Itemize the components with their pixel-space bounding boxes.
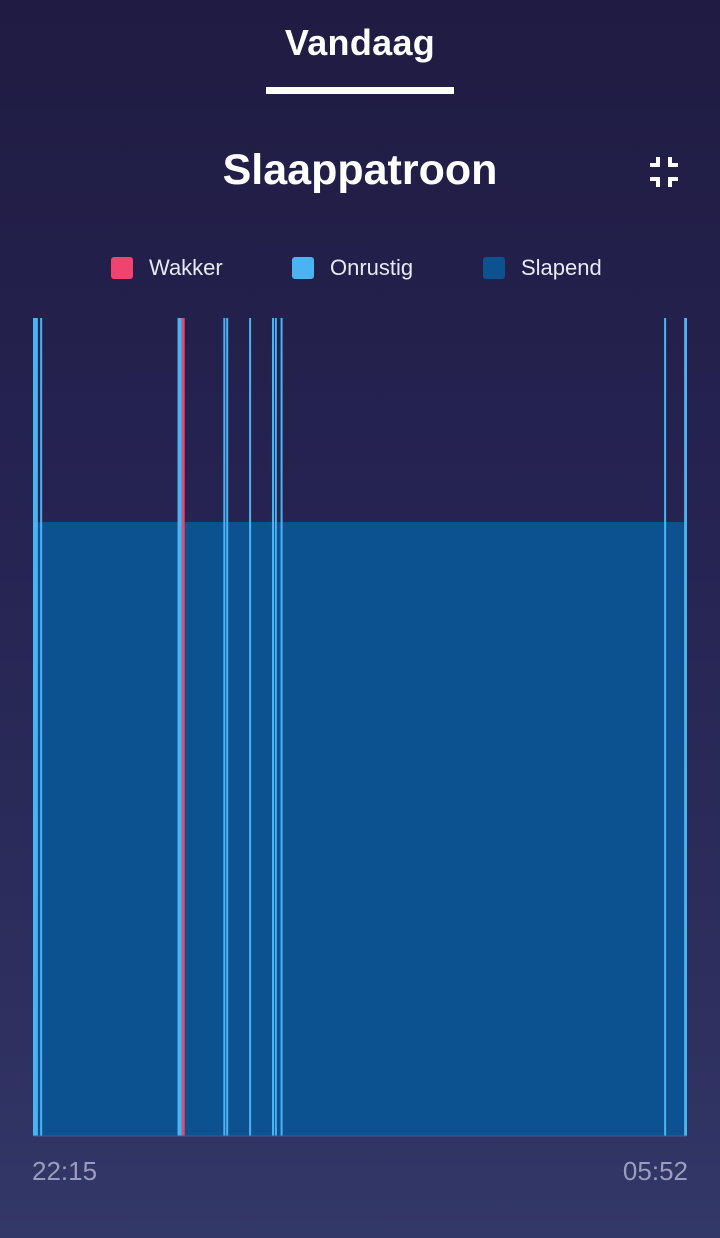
segment-onrustig-3 xyxy=(40,318,43,1136)
segment-onrustig-8 xyxy=(249,318,252,1136)
legend-item-onrustig: Onrustig xyxy=(292,252,413,284)
segment-onrustig-4 xyxy=(177,318,182,1136)
sleep-pattern-chart xyxy=(33,318,687,1137)
segment-onrustig-1 xyxy=(34,318,37,1136)
legend-item-wakker: Wakker xyxy=(111,252,223,284)
segment-onrustig-0 xyxy=(33,318,35,1136)
segment-onrustig-12 xyxy=(664,318,667,1136)
sleep-area xyxy=(33,522,687,1136)
segment-onrustig-10 xyxy=(274,318,277,1136)
segment-onrustig-13 xyxy=(684,318,687,1136)
tab-today[interactable]: Vandaag xyxy=(284,22,436,63)
segment-onrustig-11 xyxy=(280,318,283,1136)
legend-swatch-wakker xyxy=(111,257,133,279)
legend-item-slapend: Slapend xyxy=(483,252,602,284)
tab-active-indicator xyxy=(266,87,454,94)
legend-label-slapend: Slapend xyxy=(521,255,602,280)
x-axis-start-label: 22:15 xyxy=(32,1156,98,1186)
legend-swatch-onrustig xyxy=(292,257,314,279)
segment-wakker-5 xyxy=(181,318,185,1136)
page-title: Slaappatroon xyxy=(222,146,498,194)
collapse-button[interactable] xyxy=(644,152,684,192)
segment-onrustig-9 xyxy=(271,318,274,1136)
segment-onrustig-7 xyxy=(226,318,229,1136)
x-axis-end-label: 05:52 xyxy=(622,1156,688,1186)
legend-swatch-slapend xyxy=(483,257,505,279)
segment-onrustig-2 xyxy=(35,318,38,1136)
legend-label-wakker: Wakker xyxy=(149,255,223,280)
segment-onrustig-6 xyxy=(223,318,226,1136)
legend-label-onrustig: Onrustig xyxy=(330,255,414,280)
collapse-icon xyxy=(650,157,678,187)
